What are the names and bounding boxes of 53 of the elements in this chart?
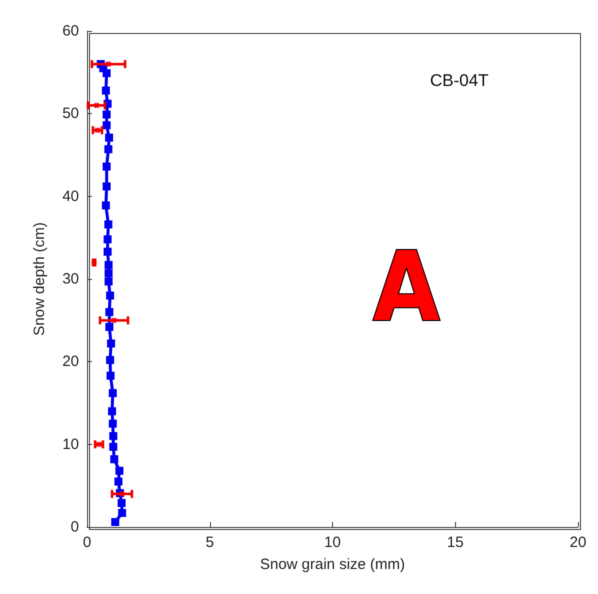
x-axis-title: Snow grain size (mm) [260,556,406,573]
x-tick-label: 15 [446,534,464,551]
point [102,162,111,171]
point [102,182,111,190]
point [115,466,124,475]
point [104,260,113,269]
point [119,491,124,496]
point [102,86,110,95]
y-axis-title: Snow depth (cm) [31,222,48,336]
x-tick-label: 10 [324,534,341,551]
point [104,220,112,228]
point [106,356,114,364]
y-tick-label: 10 [62,436,79,453]
point [108,420,117,428]
point [111,518,120,526]
y-tick-label: 40 [62,188,79,205]
point [94,102,100,108]
annotation: CB-04T [430,71,489,90]
y-tick-label: 0 [70,518,79,536]
point [107,339,116,348]
point [118,508,126,517]
point [112,318,117,323]
point [104,269,113,278]
point [114,478,122,486]
y-tick-label: 30 [62,270,79,288]
point [102,121,111,130]
point [109,442,118,451]
point [108,389,117,398]
point [110,455,118,464]
point [104,248,112,256]
annotation: A [373,231,440,343]
y-tick-label: 20 [62,353,79,370]
point [118,499,126,508]
point [95,128,100,133]
point [106,292,114,300]
point [104,277,113,286]
point [102,69,111,78]
point [105,308,114,316]
y-tick-label: 60 [62,22,79,40]
point [106,372,115,380]
point [102,110,111,118]
point [104,145,112,154]
y-tick-label: 50 [62,105,79,122]
point [105,322,114,331]
x-tick-label: 5 [206,534,214,551]
point [104,235,112,244]
point [108,407,116,416]
point [106,62,111,67]
point [109,432,118,440]
point [102,201,110,210]
x-tick-label: 20 [570,534,586,551]
x-tick-label: 0 [82,534,92,551]
point [105,134,114,142]
